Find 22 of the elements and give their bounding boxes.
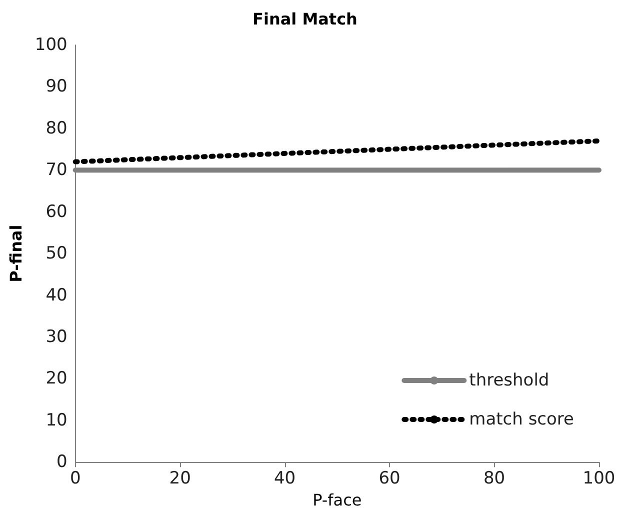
y-tick-label: 30 [46,326,68,347]
x-axis-title: P-face [312,490,362,510]
y-tick-label: 90 [46,76,68,97]
chart-title: Final Match [252,10,358,28]
legend-label: match score [469,410,574,430]
x-tick-label: 60 [378,468,400,489]
y-tick-label: 50 [46,244,68,264]
y-tick-label: 10 [46,410,68,430]
x-tick-label: 40 [274,468,296,489]
y-tick-label: 40 [46,285,68,306]
x-tick-label: 20 [169,468,191,489]
y-tick-label: 100 [34,35,68,55]
y-tick-label: 70 [46,160,68,180]
y-tick-label: 20 [46,368,68,389]
x-tick-label: 100 [582,468,616,489]
legend-label: threshold [469,370,550,390]
y-axis-title: P-final [6,224,26,282]
x-tick-label: 0 [70,468,81,489]
y-tick-label: 0 [56,452,68,472]
x-tick-label: 80 [483,468,506,489]
y-tick-label: 60 [46,202,68,222]
y-tick-label: 80 [46,118,68,138]
